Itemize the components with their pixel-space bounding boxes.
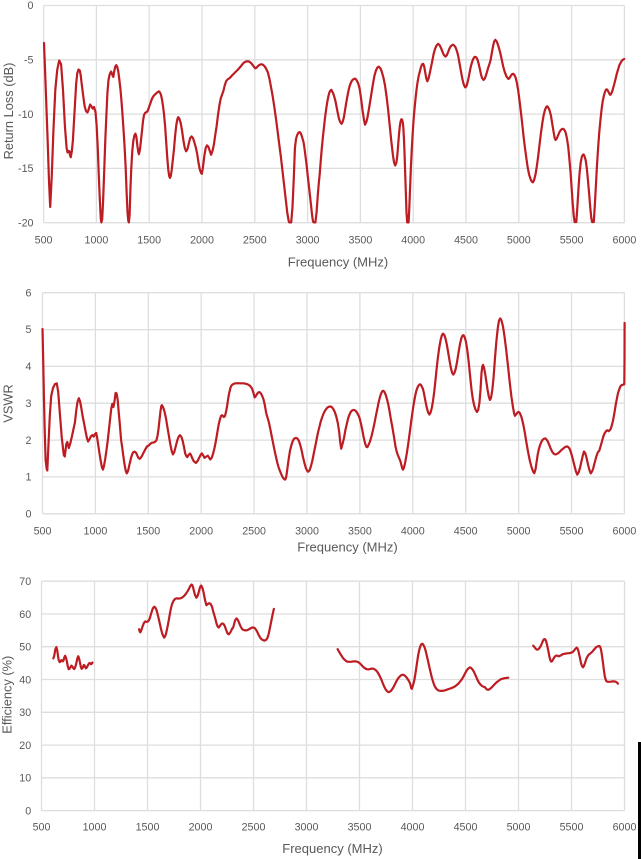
svg-text:2500: 2500 — [242, 526, 266, 538]
svg-text:3500: 3500 — [349, 235, 373, 247]
svg-text:4500: 4500 — [454, 235, 478, 247]
svg-text:70: 70 — [19, 576, 31, 588]
svg-text:3: 3 — [26, 398, 32, 410]
svg-text:1000: 1000 — [84, 526, 108, 538]
svg-text:Frequency (MHz): Frequency (MHz) — [288, 255, 388, 270]
svg-text:4000: 4000 — [401, 526, 425, 538]
svg-text:2500: 2500 — [243, 235, 267, 247]
svg-text:10: 10 — [19, 773, 31, 785]
svg-text:3000: 3000 — [295, 526, 319, 538]
svg-text:500: 500 — [34, 526, 52, 538]
svg-text:2: 2 — [26, 435, 32, 447]
svg-text:4000: 4000 — [401, 822, 425, 834]
svg-text:6000: 6000 — [613, 235, 637, 247]
svg-text:-5: -5 — [24, 55, 34, 67]
svg-text:1500: 1500 — [137, 235, 161, 247]
svg-text:5500: 5500 — [560, 235, 584, 247]
svg-text:500: 500 — [35, 235, 53, 247]
svg-text:60: 60 — [19, 609, 31, 621]
svg-text:-20: -20 — [18, 217, 34, 229]
svg-text:Frequency (MHz): Frequency (MHz) — [282, 841, 382, 856]
svg-text:5500: 5500 — [560, 822, 584, 834]
svg-text:0: 0 — [26, 509, 32, 521]
svg-text:4500: 4500 — [454, 822, 478, 834]
svg-text:30: 30 — [19, 707, 31, 719]
svg-text:Efficiency (%): Efficiency (%) — [0, 656, 14, 734]
svg-text:0: 0 — [28, 0, 34, 12]
svg-text:1500: 1500 — [136, 822, 160, 834]
svg-text:500: 500 — [33, 822, 51, 834]
svg-text:50: 50 — [19, 642, 31, 654]
svg-text:5000: 5000 — [507, 822, 531, 834]
svg-text:6000: 6000 — [613, 822, 637, 834]
svg-text:4000: 4000 — [401, 235, 425, 247]
svg-text:1000: 1000 — [85, 235, 109, 247]
svg-text:2000: 2000 — [189, 822, 213, 834]
svg-text:Frequency (MHz): Frequency (MHz) — [297, 540, 397, 555]
svg-text:4500: 4500 — [454, 526, 478, 538]
svg-text:-10: -10 — [18, 109, 34, 121]
svg-text:5000: 5000 — [507, 235, 531, 247]
svg-text:6: 6 — [26, 287, 32, 299]
svg-text:3500: 3500 — [348, 526, 372, 538]
svg-text:1500: 1500 — [136, 526, 160, 538]
svg-text:5500: 5500 — [560, 526, 584, 538]
svg-text:0: 0 — [25, 806, 31, 818]
svg-text:3000: 3000 — [296, 235, 320, 247]
svg-text:Return Loss (dB): Return Loss (dB) — [1, 63, 16, 160]
svg-text:2500: 2500 — [242, 822, 266, 834]
svg-text:1: 1 — [26, 472, 32, 484]
svg-text:3500: 3500 — [348, 822, 372, 834]
svg-text:2000: 2000 — [190, 235, 214, 247]
svg-text:2000: 2000 — [189, 526, 213, 538]
svg-text:5000: 5000 — [507, 526, 531, 538]
svg-text:3000: 3000 — [295, 822, 319, 834]
svg-text:1000: 1000 — [83, 822, 107, 834]
svg-text:4: 4 — [26, 361, 32, 373]
svg-text:5: 5 — [26, 324, 32, 336]
svg-text:6000: 6000 — [613, 526, 637, 538]
svg-text:20: 20 — [19, 740, 31, 752]
svg-text:40: 40 — [19, 674, 31, 686]
svg-text:VSWR: VSWR — [1, 384, 16, 422]
svg-text:-15: -15 — [18, 163, 34, 175]
